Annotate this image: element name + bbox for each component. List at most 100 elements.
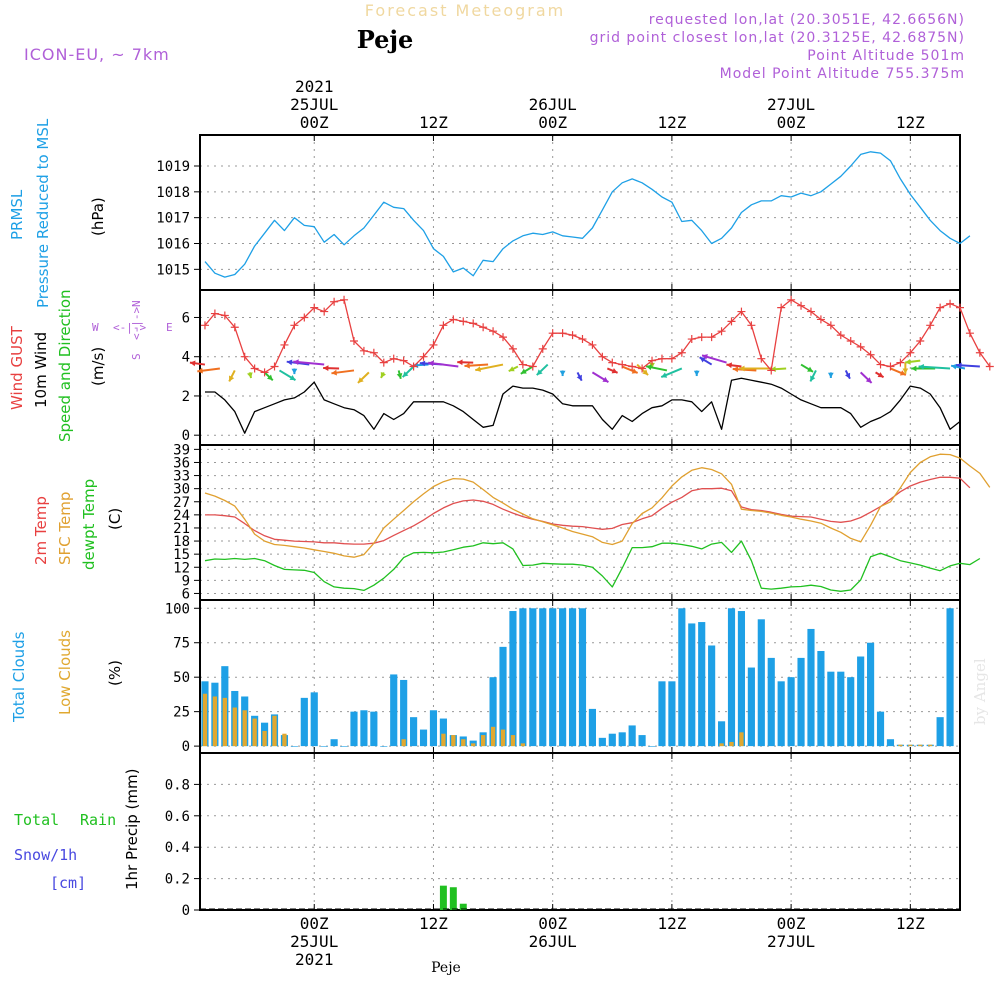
top-hour-label: 00Z (538, 113, 567, 132)
wind-arrow-head (828, 372, 834, 378)
total-clouds-bar (797, 657, 805, 747)
wind-arrow-head (520, 368, 527, 374)
clouds-panel: 0 25 50 75 100 (165, 599, 961, 755)
model-label: ICON-EU, ~ 7km (24, 45, 170, 64)
gust-marker (906, 348, 915, 357)
y-tick-label: 50 (173, 670, 190, 686)
wind-speed-direction-label: Speed and Direction (56, 289, 74, 442)
total-clouds-bar (708, 645, 716, 747)
2m-temp-line (205, 476, 971, 545)
y-tick-label: 9 (182, 573, 190, 589)
wind-arrow-head (902, 368, 909, 374)
wind-arrow-head (611, 368, 618, 374)
gust-marker (956, 303, 964, 312)
total-clouds-label: Total Clouds (10, 631, 28, 723)
temp-2m-label: 2m Temp (32, 496, 50, 565)
y-tick-label: 0 (182, 428, 190, 444)
wind-arrow-head (189, 360, 196, 367)
total-clouds-bar (290, 746, 298, 747)
wind-arrow-head (693, 370, 700, 376)
compass-mid-vertical: <-|-> (130, 307, 143, 340)
total-clouds-bar (638, 735, 646, 747)
low-clouds-bar (908, 744, 913, 747)
low-clouds-bar (510, 735, 516, 747)
total-clouds-bar (429, 710, 438, 747)
bottom-date-label: 26JUL (529, 932, 577, 951)
gust-marker (290, 321, 299, 330)
gust-marker (677, 348, 686, 357)
bottom-location: Peje (431, 960, 461, 976)
pressure-line (204, 151, 971, 278)
total-clouds-bar (688, 623, 696, 747)
low-clouds-bar (272, 715, 277, 747)
bottom-hour-label: 12Z (657, 914, 686, 933)
wind-arrow-head (649, 362, 655, 369)
gust-marker (846, 337, 855, 346)
total-clouds-bar (499, 646, 507, 747)
total-clouds-bar (698, 622, 706, 747)
gust-marker (697, 333, 706, 342)
total-clouds-bar (767, 657, 775, 747)
wind-panel: 0 2 4 6 (182, 289, 994, 446)
gust-marker (489, 327, 498, 336)
total-clouds-bar (727, 608, 736, 747)
top-hour-label: 12Z (419, 113, 448, 132)
wind-arrow-head (951, 363, 957, 370)
wind-arrow-head (642, 369, 649, 376)
low-clouds-bar (461, 739, 466, 747)
gust-marker (598, 352, 607, 361)
wind-arrow-head (357, 377, 364, 383)
total-clouds-bar (678, 608, 686, 747)
compass-east: E (166, 321, 173, 334)
wind-arrow-head (699, 357, 706, 363)
bottom-hour-label: 12Z (896, 914, 925, 933)
total-clouds-bar (340, 746, 348, 747)
y-tick-label: 0 (182, 739, 190, 755)
wind-arrow-head (293, 359, 299, 365)
wind-arrow-head (807, 366, 813, 372)
gust-marker (399, 356, 408, 365)
gust-marker (310, 303, 319, 312)
gust-marker (300, 313, 309, 322)
wind-arrow-head (559, 370, 566, 376)
total-clouds-bar (618, 732, 626, 747)
low-clouds-bar (471, 743, 476, 747)
bottom-hour-label: 12Z (419, 914, 448, 933)
wind-arrow-head (396, 373, 403, 379)
top-hour-label: 12Z (896, 113, 925, 132)
clouds-unit: (%) (106, 660, 124, 686)
gust-marker (816, 315, 825, 324)
total-clouds-bar (737, 611, 746, 747)
wind-arrow-head (911, 365, 917, 372)
wind-arrow-head (247, 372, 253, 378)
gust-marker (340, 295, 349, 304)
top-hour-label: 00Z (300, 113, 329, 132)
wind-arrow-head (865, 377, 872, 383)
top-year-label: 2021 (295, 77, 334, 96)
gust-marker (379, 358, 388, 367)
gust-marker (628, 362, 637, 371)
total-clouds-bar (717, 721, 726, 747)
rain-bar (449, 887, 457, 910)
gust-marker (359, 346, 368, 355)
y-tick-label: 39 (173, 442, 190, 458)
total-clouds-bar (568, 608, 577, 747)
gust-marker (975, 348, 984, 357)
dewpt-temp-line (204, 540, 981, 592)
wind-arrow-head (331, 369, 337, 376)
total-clouds-bar (648, 746, 656, 747)
total-clouds-bar (817, 651, 825, 747)
time-axis-labels: 00Z 00Z 12Z 12Z 00Z 00Z 12Z 12Z 00Z 00Z 12Z 12Z 25JU… (290, 77, 925, 969)
total-clouds-bar (946, 608, 954, 747)
gust-marker (369, 348, 378, 357)
wind-arrow-head (739, 365, 745, 372)
gust-marker (707, 333, 716, 342)
low-clouds-bar (242, 710, 247, 747)
wind-arrow-head (726, 362, 732, 369)
wind-arrow-head (380, 371, 386, 378)
total-clouds-bar (628, 725, 636, 747)
total-clouds-bar (360, 710, 368, 747)
low-clouds-bar (480, 735, 486, 747)
gust-marker (409, 362, 418, 371)
low-clouds-bar (739, 732, 744, 747)
